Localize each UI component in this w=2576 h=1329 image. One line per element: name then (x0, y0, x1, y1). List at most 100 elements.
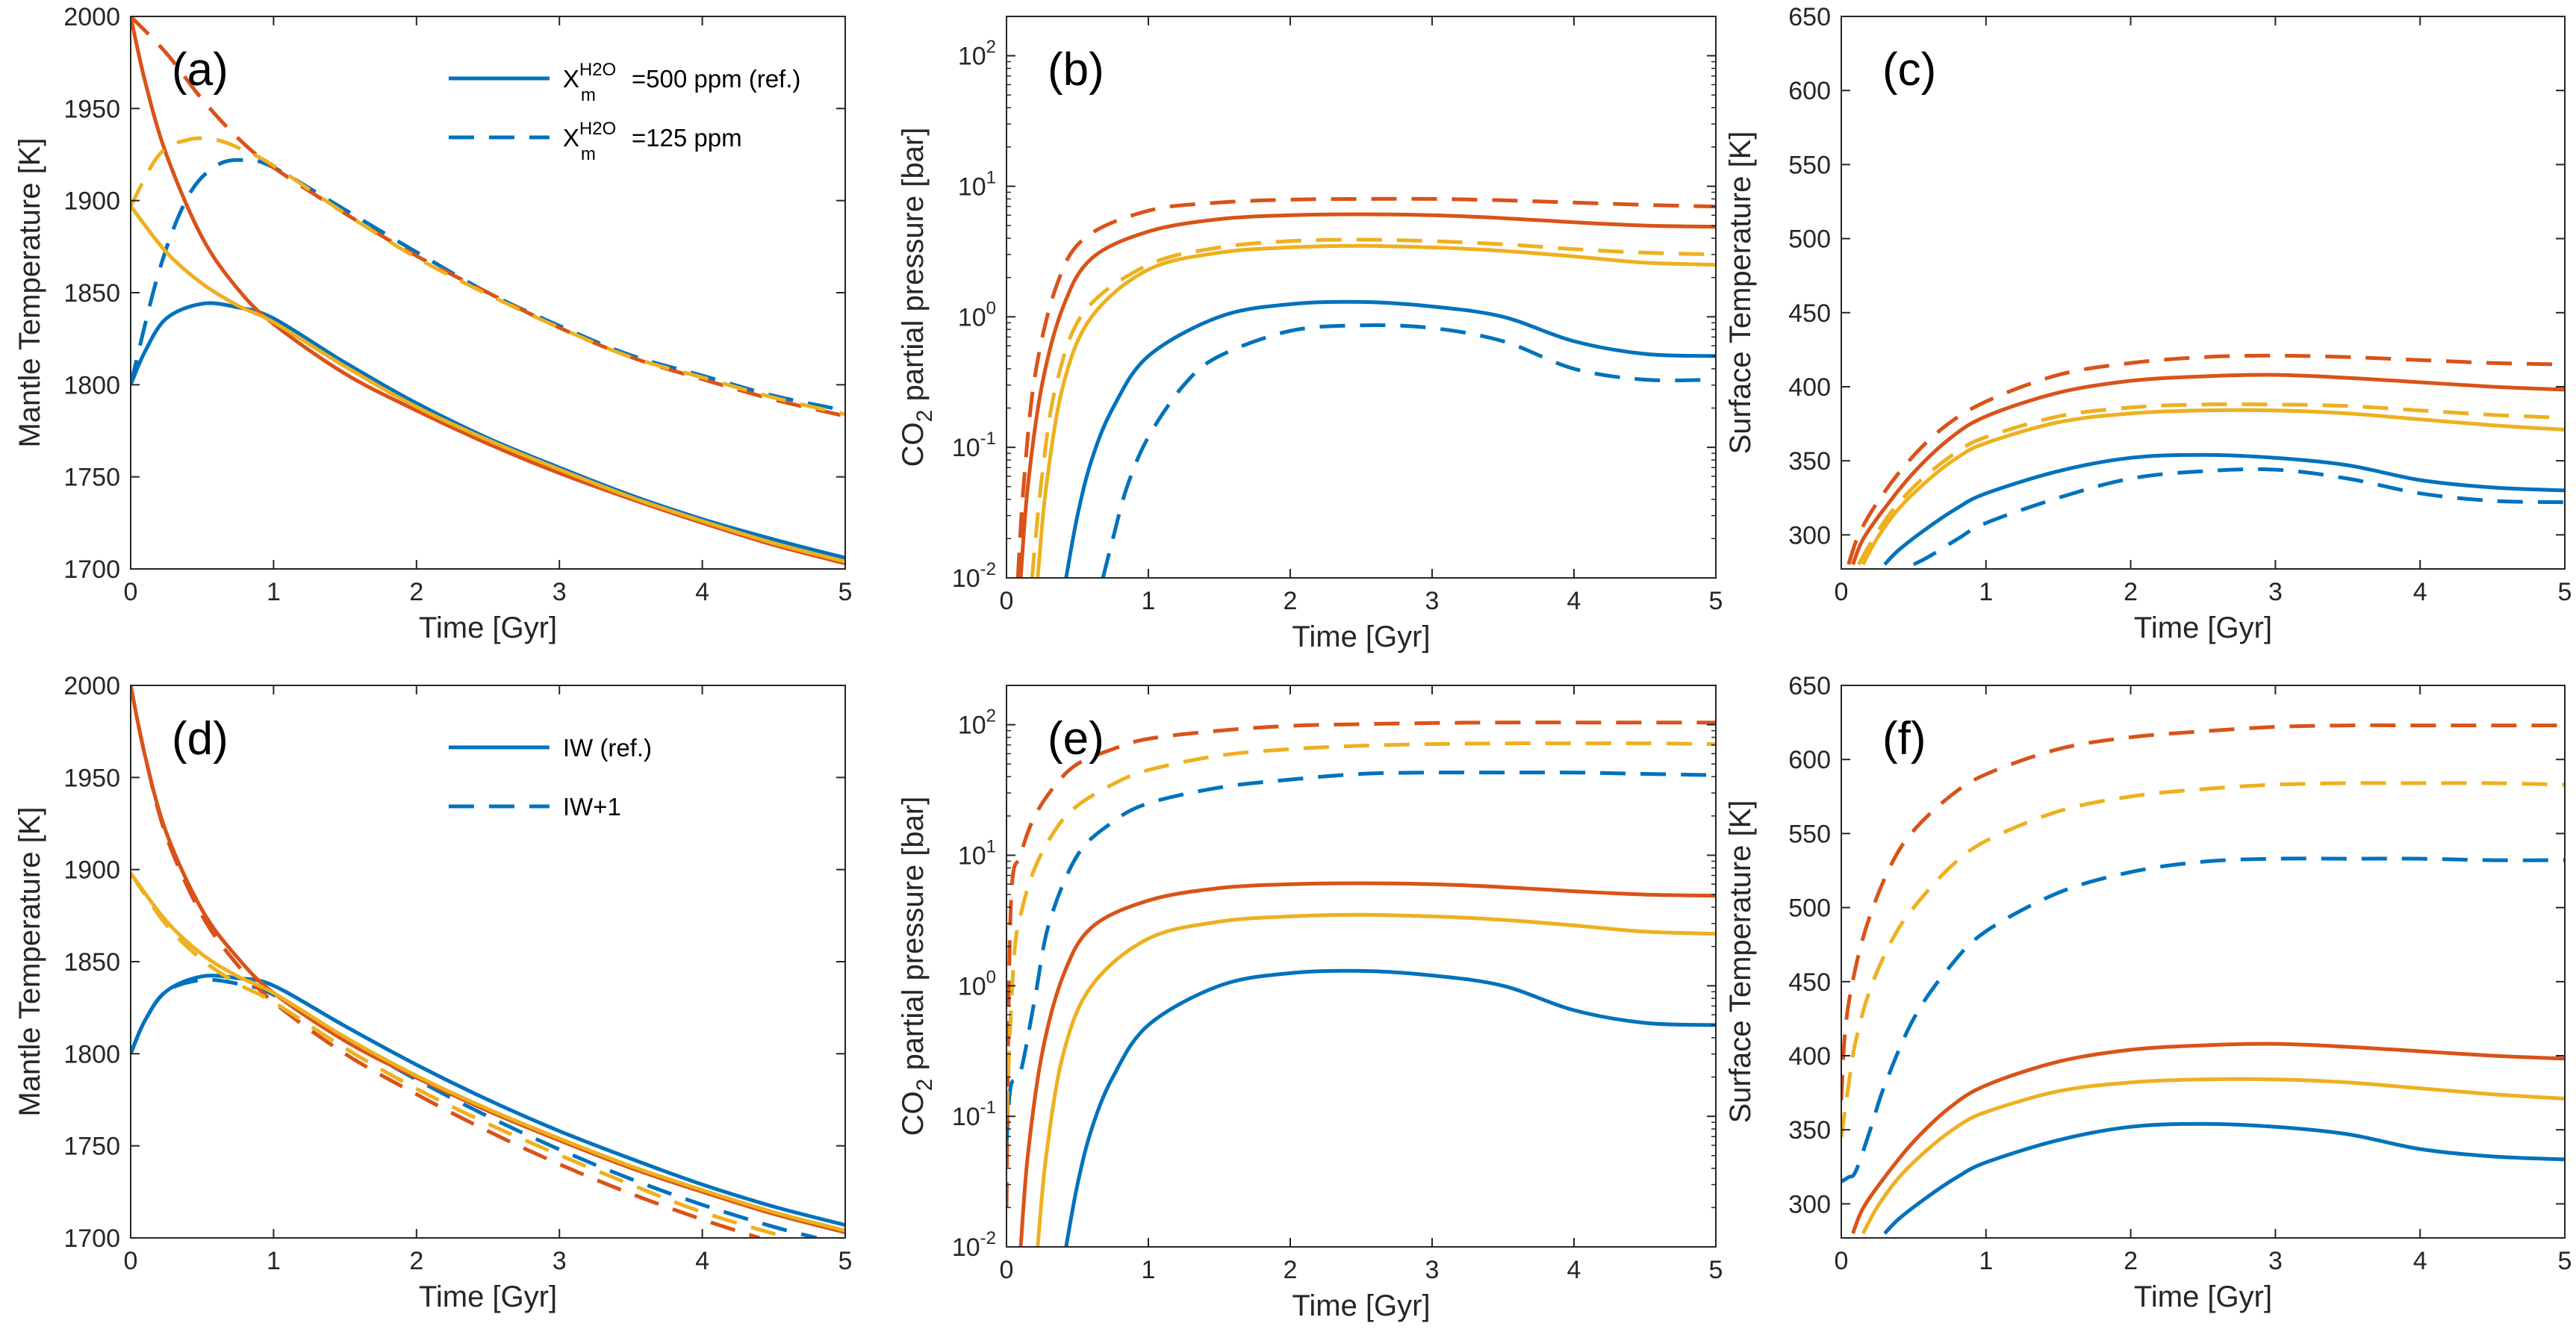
series-line-blue-dashed (1007, 771, 1716, 1146)
series-group (1841, 723, 2565, 1235)
legend: IW (ref.) IW+1 (448, 734, 652, 821)
x-tick-label: 3 (553, 578, 567, 606)
y-tick-label: 10-2 (952, 1228, 996, 1262)
axes-frame (1006, 685, 1717, 1248)
series-line-orange-solid (1851, 1042, 2565, 1234)
x-tick-label: 0 (124, 1247, 138, 1275)
series-line-blue-solid (1883, 452, 2565, 566)
panel-e: 0 1 2 3 4 5 10-2 10-1 100 101 102 Time [Gyr] CO2 par… (897, 685, 1723, 1322)
legend-entry-text: XH2O m=500 ppm (ref.) (563, 60, 801, 105)
x-tick-label: 1 (1142, 587, 1156, 615)
y-tick-label: 1900 (63, 187, 120, 216)
x-tick-label: 3 (553, 1247, 567, 1275)
y-tick-label: 10-1 (952, 1098, 996, 1131)
panel-label: (f) (1882, 713, 1926, 765)
series-line-yellow-dashed (1007, 741, 1716, 1117)
series-line-orange-solid (131, 685, 845, 1235)
x-tick-label: 4 (2413, 1247, 2427, 1275)
y-tick-label: 600 (1788, 77, 1831, 105)
series-line-blue-solid (1064, 968, 1716, 1247)
y-tick-label: 100 (958, 298, 996, 332)
y-tick-label: 1700 (63, 555, 120, 584)
series-line-yellow-solid (131, 205, 845, 564)
x-tick-label: 5 (2558, 1247, 2572, 1275)
y-tick-label: 2000 (63, 672, 120, 700)
series-line-orange-solid (1018, 881, 1716, 1247)
x-tick-label: 1 (1979, 1247, 1993, 1275)
y-tick-label: 1900 (63, 856, 120, 885)
y-axis-label: Surface Temperature [K] (1724, 131, 1757, 455)
series-line-orange-solid (131, 16, 845, 566)
series-line-yellow-dashed (1030, 237, 1716, 578)
x-axis-label: Time [Gyr] (1292, 1289, 1430, 1322)
y-tick-label: 1800 (63, 371, 120, 399)
y-tick-label: 101 (958, 836, 996, 870)
x-tick-label: 3 (1425, 587, 1440, 615)
x-tick-label: 1 (1142, 1256, 1156, 1284)
y-axis-label: Mantle Temperature [K] (13, 806, 46, 1116)
x-tick-label: 2 (409, 1247, 423, 1275)
panel-label: (a) (172, 44, 228, 96)
x-tick-label: 5 (839, 578, 853, 606)
y-tick-label: 1800 (63, 1040, 120, 1068)
series-group (131, 685, 845, 1238)
y-tick-label: 101 (958, 167, 996, 201)
legend-entry-text: IW (ref.) (563, 734, 652, 762)
y-tick-label: 1950 (63, 95, 120, 123)
series-group (131, 16, 845, 566)
series-line-blue-dashed (1101, 323, 1716, 578)
series-line-orange-dashed (1015, 196, 1716, 578)
x-tick-label: 2 (409, 578, 423, 606)
panel-b: 0 1 2 3 4 5 10-2 10-1 100 101 102 Time [Gyr] CO2 par… (897, 16, 1723, 653)
y-tick-label: 350 (1788, 447, 1831, 476)
y-tick-label: 650 (1788, 672, 1831, 700)
axes-frame (1841, 685, 2566, 1239)
series-line-blue-dashed (131, 977, 818, 1238)
x-tick-label: 0 (124, 578, 138, 606)
panel-a: 0 1 2 3 4 5 1700 1750 1800 1850 1900 1950 2000 Time [… (13, 3, 852, 644)
y-tick-label: 10-1 (952, 429, 996, 462)
legend-entry-text: IW+1 (563, 793, 621, 821)
x-tick-label: 0 (1835, 578, 1849, 606)
y-tick-label: 350 (1788, 1116, 1831, 1145)
x-tick-label: 4 (1567, 1256, 1581, 1284)
series-line-orange-dashed (131, 685, 760, 1238)
y-tick-label: 102 (958, 37, 996, 71)
series-line-yellow-solid (1861, 1077, 2565, 1235)
y-tick-label: 100 (958, 967, 996, 1000)
series-line-yellow-solid (1861, 408, 2565, 566)
series-line-blue-dashed (131, 158, 845, 413)
panel-f: 0 1 2 3 4 5 300 350 400 450 500 550 600 650 Time [Gyr]… (1724, 672, 2572, 1313)
series-line-orange-dashed (1841, 723, 2565, 1101)
panel-label: (e) (1048, 713, 1104, 765)
y-tick-label: 300 (1788, 521, 1831, 550)
legend-entry-text: XH2O m=125 ppm (563, 119, 742, 164)
x-tick-label: 4 (695, 578, 709, 606)
panel-c: 0 1 2 3 4 5 300 350 400 450 500 550 600 650 Time [Gyr]… (1724, 3, 2572, 644)
x-tick-label: 0 (1000, 1256, 1014, 1284)
series-line-yellow-dashed (1857, 402, 2565, 566)
y-axis-label: Surface Temperature [K] (1724, 800, 1757, 1124)
series-line-orange-solid (1018, 212, 1716, 578)
x-tick-label: 2 (2124, 578, 2138, 606)
x-tick-label: 1 (267, 578, 281, 606)
y-tick-label: 102 (958, 706, 996, 740)
x-axis-label: Time [Gyr] (419, 611, 557, 644)
x-tick-label: 2 (2124, 1247, 2138, 1275)
y-tick-label: 500 (1788, 225, 1831, 254)
y-tick-label: 550 (1788, 151, 1831, 179)
series-line-orange-dashed (1847, 353, 2565, 565)
x-tick-label: 1 (1979, 578, 1993, 606)
panel-label: (d) (172, 713, 228, 765)
series-group (1847, 353, 2565, 567)
series-group (1015, 196, 1716, 578)
y-tick-label: 1950 (63, 764, 120, 792)
panel-label: (c) (1882, 44, 1936, 96)
y-tick-label: 400 (1788, 373, 1831, 402)
y-tick-label: 1850 (63, 279, 120, 308)
x-tick-label: 2 (1284, 587, 1298, 615)
x-tick-label: 5 (2558, 578, 2572, 606)
series-line-blue-dashed (1912, 467, 2565, 567)
series-line-blue-solid (1883, 1121, 2565, 1235)
